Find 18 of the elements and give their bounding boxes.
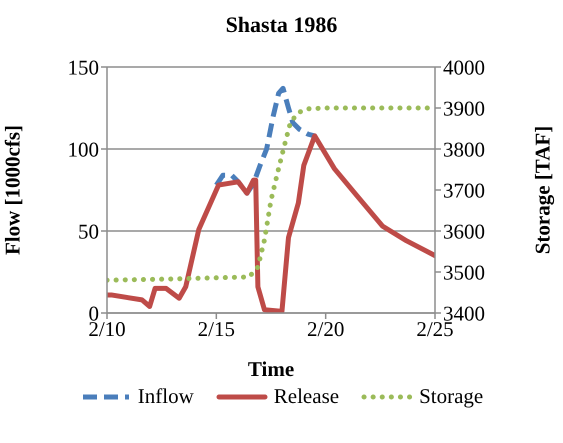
legend-label: Storage <box>419 384 484 409</box>
y2-tick-label: 3800 <box>443 137 485 162</box>
chart-title: Shasta 1986 <box>224 11 338 39</box>
y-axis-title: Flow [1000cfs] <box>0 124 24 256</box>
y2-tick-label: 3500 <box>443 260 485 284</box>
y2-tick-label: 3600 <box>443 219 485 244</box>
y-tick-label: 100 <box>68 137 99 162</box>
legend-label: Release <box>274 384 340 409</box>
y-tick-label: 150 <box>68 55 99 80</box>
x-tick-label: 2/20 <box>306 316 344 341</box>
x-axis-title: Time <box>248 357 294 381</box>
y2-tick-label: 3900 <box>443 96 485 120</box>
y2-axis-title: Storage [TAF] <box>530 126 554 254</box>
y-tick-label: 50 <box>78 219 99 244</box>
y2-tick-label: 3700 <box>443 178 485 202</box>
x-tick-label: 2/15 <box>198 316 236 341</box>
legend-label: Inflow <box>138 384 194 409</box>
y2-tick-label: 4000 <box>443 55 485 80</box>
